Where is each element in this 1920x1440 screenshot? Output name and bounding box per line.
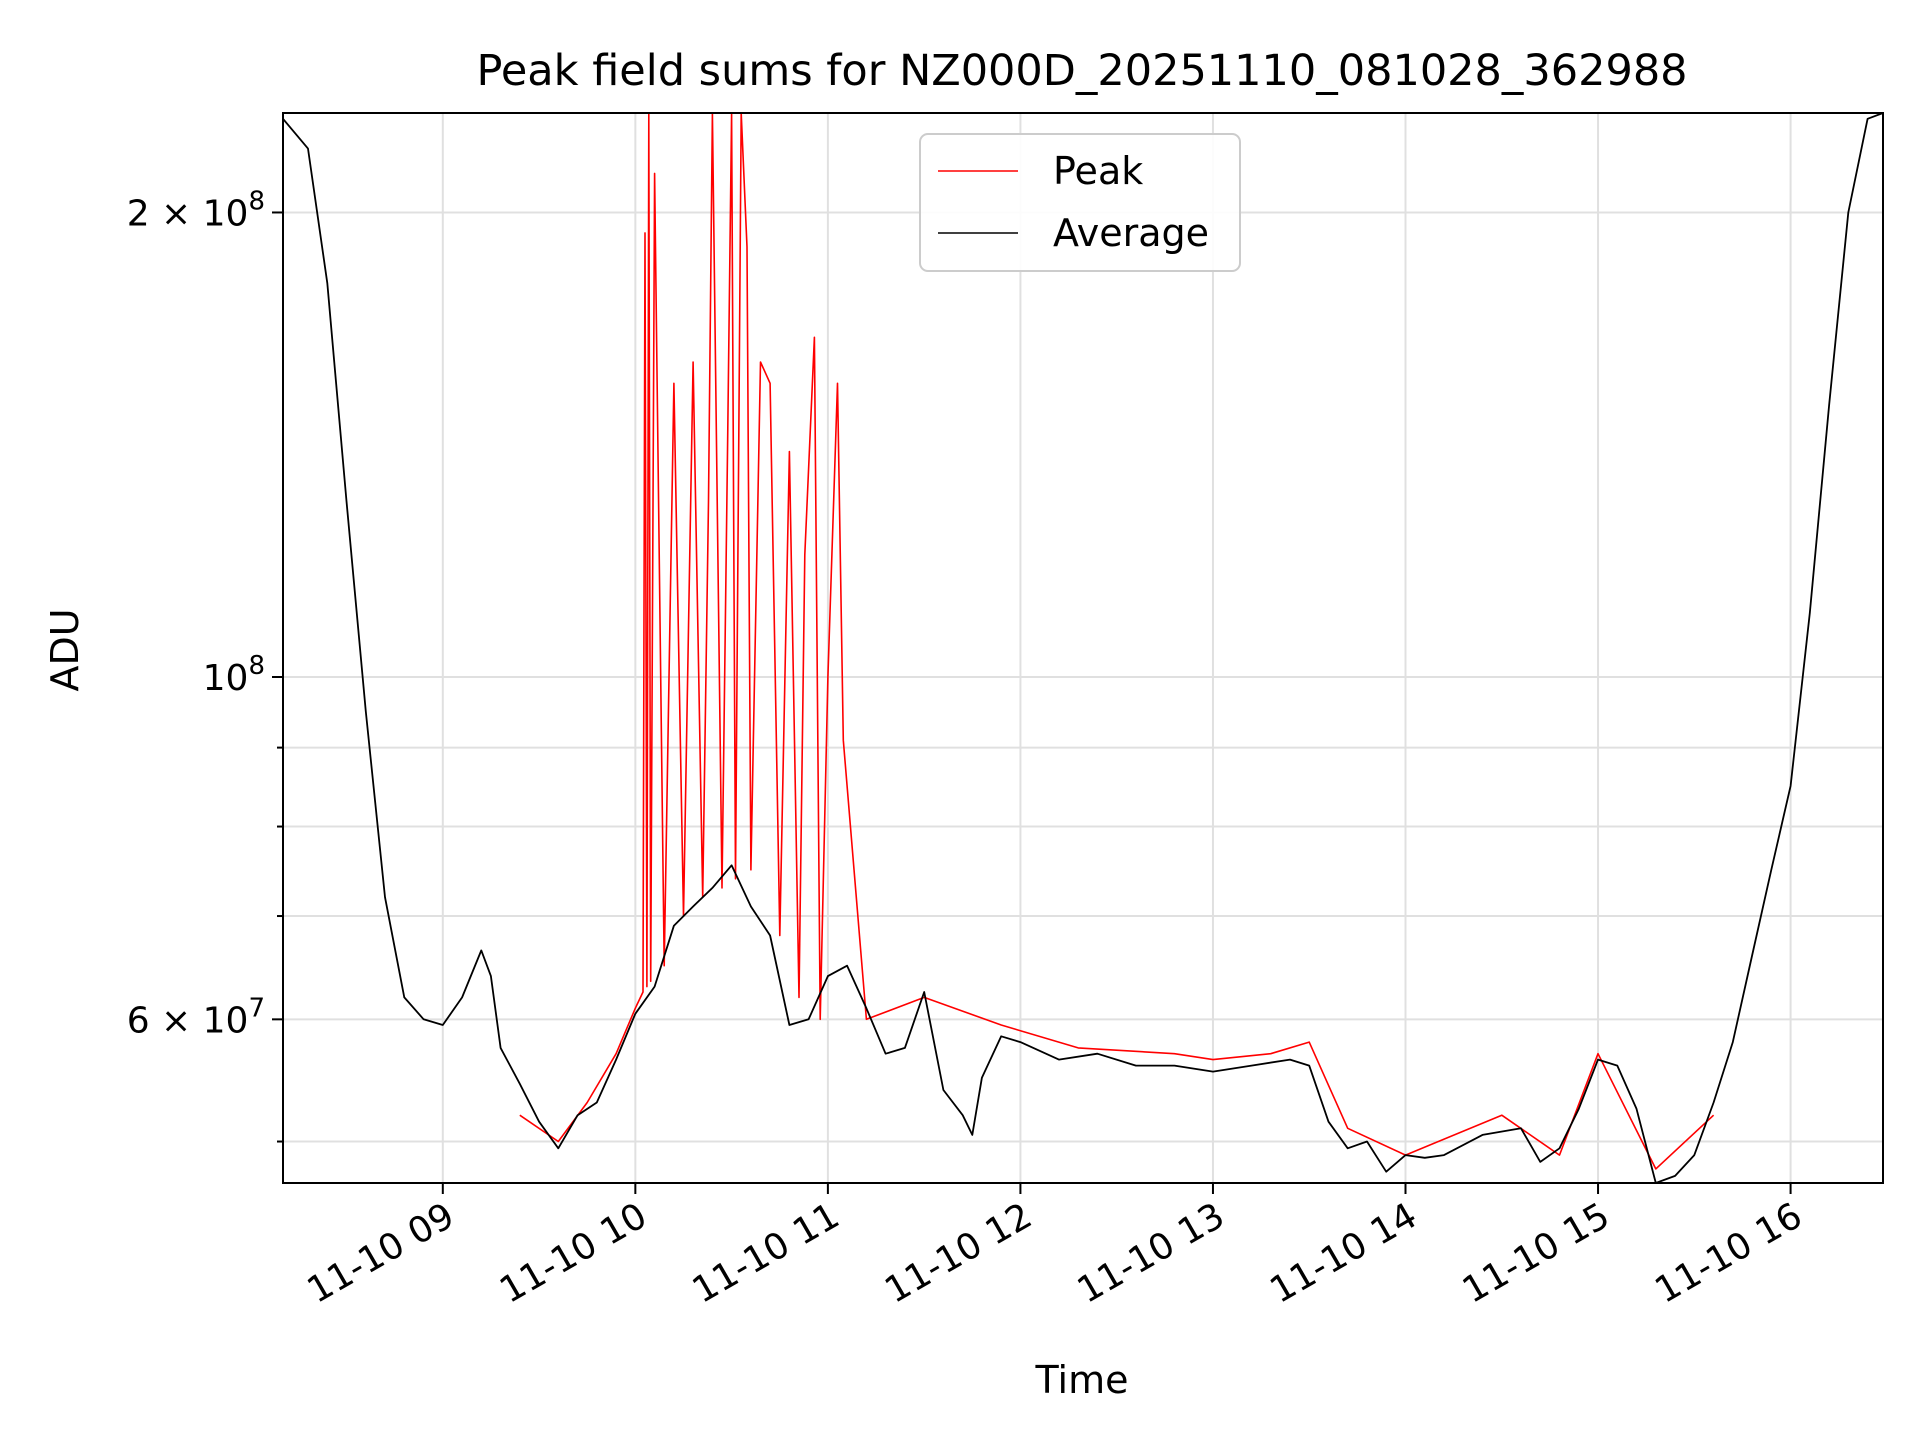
y-tick: 2 × 108: [127, 186, 283, 234]
series-line-peak: [519, 113, 1715, 1170]
y-tick-label: 2 × 108: [127, 186, 265, 234]
legend: Peak Average: [919, 133, 1241, 272]
legend-label: Peak: [1053, 149, 1143, 193]
y-tick-label: 6 × 107: [127, 993, 265, 1041]
y-axis-ticks: 2 × 108 108 6 × 107: [127, 186, 283, 1143]
y-axis-label: ADU: [43, 608, 87, 691]
y-tick: 6 × 107: [127, 993, 283, 1041]
series-layer: [283, 113, 1883, 1183]
plot-frame: [282, 112, 1884, 1184]
x-axis-label: Time: [1035, 1358, 1129, 1402]
series-line-average: [283, 113, 1883, 1183]
legend-item-average: Average: [938, 211, 1209, 255]
legend-label: Average: [1053, 211, 1209, 255]
grid: [283, 113, 1883, 1183]
legend-box: [919, 133, 1241, 272]
y-tick: 108: [203, 651, 283, 699]
legend-item-peak: Peak: [938, 149, 1143, 193]
chart-title: Peak field sums for NZ000D_20251110_0810…: [476, 46, 1687, 96]
y-tick-label: 108: [203, 651, 265, 699]
